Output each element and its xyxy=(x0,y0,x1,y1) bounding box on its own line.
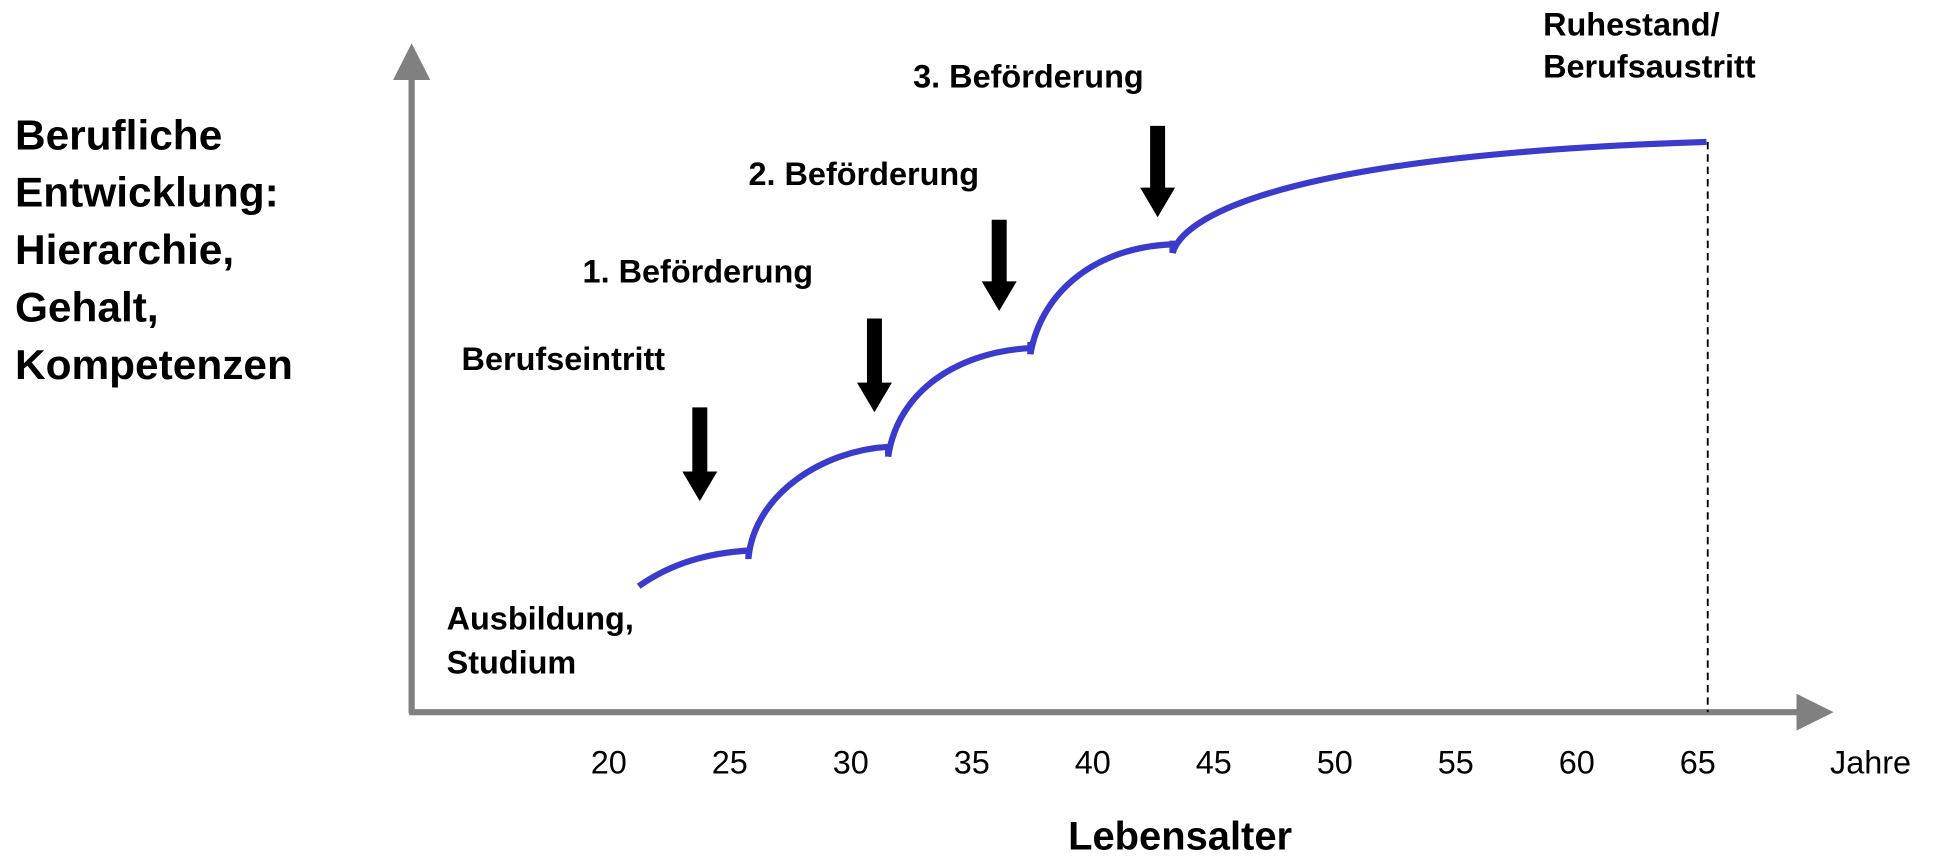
x-tick-label: 50 xyxy=(1317,745,1353,781)
y-axis-label-line: Gehalt, xyxy=(15,284,159,331)
y-axis-label-line: Entwicklung: xyxy=(15,169,279,216)
annotation: 2. Beförderung xyxy=(748,156,979,192)
annotation: 1. Beförderung xyxy=(583,254,814,290)
y-axis-label-line: Berufliche xyxy=(15,112,222,159)
arrows xyxy=(682,125,1176,502)
career-curve xyxy=(636,138,1707,589)
x-ticks: 20 25 30 35 40 45 50 55 60 65 xyxy=(591,745,1716,781)
x-tick-label: 25 xyxy=(712,745,748,781)
y-axis-label: Berufliche Entwicklung: Hierarchie, Gehalt,… xyxy=(15,112,293,388)
x-tick-label: 30 xyxy=(833,745,869,781)
x-tick-label: 65 xyxy=(1680,745,1716,781)
annotation: Berufsaustritt xyxy=(1543,49,1756,85)
annotation: Studium xyxy=(447,645,577,681)
x-tick-label: 20 xyxy=(591,745,627,781)
x-tick-label: 45 xyxy=(1196,745,1232,781)
y-axis-label-line: Kompetenzen xyxy=(15,341,293,388)
x-tick-label: 40 xyxy=(1075,745,1111,781)
annotation: 3. Beförderung xyxy=(913,59,1144,95)
x-tick-label: 55 xyxy=(1438,745,1474,781)
annotation: Ruhestand/ xyxy=(1543,7,1720,43)
x-axis-label: Lebensalter xyxy=(1068,815,1292,859)
x-tick-label: 60 xyxy=(1559,745,1595,781)
y-axis-label-line: Hierarchie, xyxy=(15,226,234,273)
x-unit: Jahre xyxy=(1830,745,1911,781)
annotations: Ausbildung, Studium Berufseintritt 1. Be… xyxy=(447,7,1756,681)
annotation: Berufseintritt xyxy=(462,341,666,377)
x-tick-label: 35 xyxy=(954,745,990,781)
annotation: Ausbildung, xyxy=(447,600,634,636)
